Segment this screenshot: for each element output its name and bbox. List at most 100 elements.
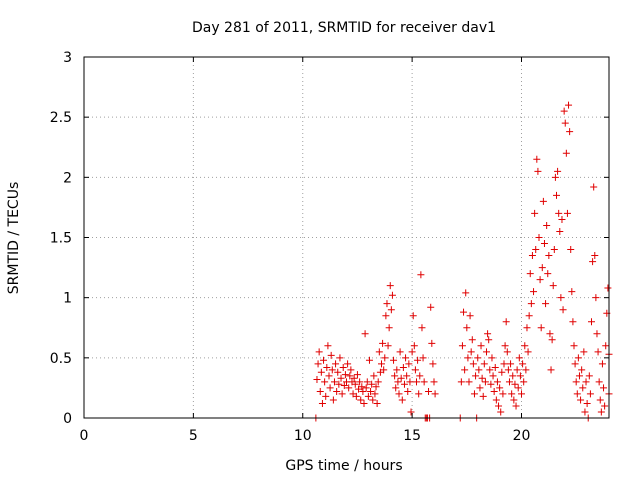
- data-point: [350, 374, 358, 382]
- data-point: [346, 372, 354, 380]
- data-point: [367, 388, 375, 396]
- data-point: [591, 252, 599, 260]
- data-point: [320, 356, 328, 364]
- data-point: [485, 336, 493, 344]
- data-point: [476, 384, 484, 392]
- data-point: [477, 342, 485, 350]
- data-point: [409, 312, 417, 320]
- data-point: [327, 351, 335, 359]
- data-point: [478, 374, 486, 382]
- data-point: [496, 384, 504, 392]
- data-point: [540, 240, 548, 248]
- data-point: [462, 289, 470, 297]
- data-point: [474, 354, 482, 362]
- data-point: [335, 380, 343, 388]
- data-point: [524, 348, 532, 356]
- data-point: [525, 312, 533, 320]
- data-point: [330, 378, 338, 386]
- data-point: [425, 388, 433, 396]
- data-point: [469, 360, 477, 368]
- chart-title: Day 281 of 2011, SRMTID for receiver dav…: [192, 20, 496, 36]
- data-point: [393, 366, 401, 374]
- data-point: [316, 388, 324, 396]
- data-point: [479, 392, 487, 400]
- data-point: [392, 384, 400, 392]
- data-point: [413, 378, 420, 386]
- axis-ticks: 0 5 10 15 20 0 0.5 1 1.5 2 2.5 3: [50, 50, 609, 444]
- data-point: [520, 378, 528, 386]
- data-point: [368, 380, 376, 388]
- data-point: [589, 258, 597, 266]
- data-point: [324, 342, 332, 350]
- data-point: [549, 282, 557, 290]
- data-point: [514, 384, 522, 392]
- data-point: [404, 388, 412, 396]
- data-point: [519, 360, 527, 368]
- data-point: [329, 396, 337, 404]
- y-tick-label: 0.5: [50, 351, 72, 367]
- data-point: [463, 324, 471, 332]
- data-point: [385, 324, 393, 332]
- data-point: [325, 372, 333, 380]
- data-point: [386, 282, 394, 290]
- data-point: [458, 342, 466, 350]
- data-point: [523, 324, 531, 332]
- data-point: [526, 270, 534, 278]
- data-point: [408, 348, 416, 356]
- data-point: [495, 402, 503, 410]
- data-point: [387, 306, 395, 314]
- data-points: [312, 101, 613, 422]
- data-point: [557, 294, 565, 302]
- data-point: [518, 390, 525, 398]
- data-point: [341, 371, 349, 379]
- data-point: [481, 378, 489, 386]
- data-point: [379, 339, 387, 347]
- data-point: [500, 360, 508, 368]
- data-point: [533, 155, 541, 163]
- data-point: [364, 392, 372, 400]
- data-point: [548, 336, 556, 344]
- data-point: [347, 366, 355, 374]
- data-point: [577, 396, 585, 404]
- data-point: [430, 378, 438, 386]
- data-point: [592, 294, 600, 302]
- data-point: [361, 330, 369, 338]
- x-tick-label: 20: [513, 428, 531, 444]
- data-point: [326, 384, 334, 392]
- data-point: [460, 308, 468, 316]
- data-point: [585, 372, 593, 380]
- data-point: [464, 354, 472, 362]
- data-point: [568, 288, 576, 296]
- data-point: [491, 363, 499, 371]
- data-point: [546, 330, 554, 338]
- data-point: [512, 402, 520, 410]
- data-point: [410, 342, 418, 350]
- data-point: [394, 378, 402, 386]
- data-point: [372, 383, 380, 391]
- x-tick-label: 5: [189, 428, 198, 444]
- data-point: [535, 234, 543, 241]
- data-point: [405, 360, 413, 368]
- data-point: [513, 366, 521, 374]
- data-point: [375, 348, 383, 356]
- data-point: [431, 390, 439, 398]
- data-point: [532, 246, 540, 254]
- data-point: [561, 119, 569, 127]
- data-point: [602, 342, 610, 350]
- data-point: [475, 366, 483, 374]
- data-point: [418, 324, 426, 332]
- data-point: [566, 128, 574, 136]
- data-point: [489, 372, 497, 380]
- data-point: [467, 348, 475, 356]
- data-point: [545, 252, 553, 260]
- data-point: [604, 284, 612, 292]
- data-point: [580, 348, 588, 356]
- data-point: [365, 356, 373, 364]
- data-point: [575, 372, 583, 380]
- data-point: [530, 288, 538, 296]
- data-point: [488, 354, 496, 362]
- data-point: [502, 318, 510, 326]
- data-point: [555, 209, 563, 217]
- data-point: [345, 384, 353, 392]
